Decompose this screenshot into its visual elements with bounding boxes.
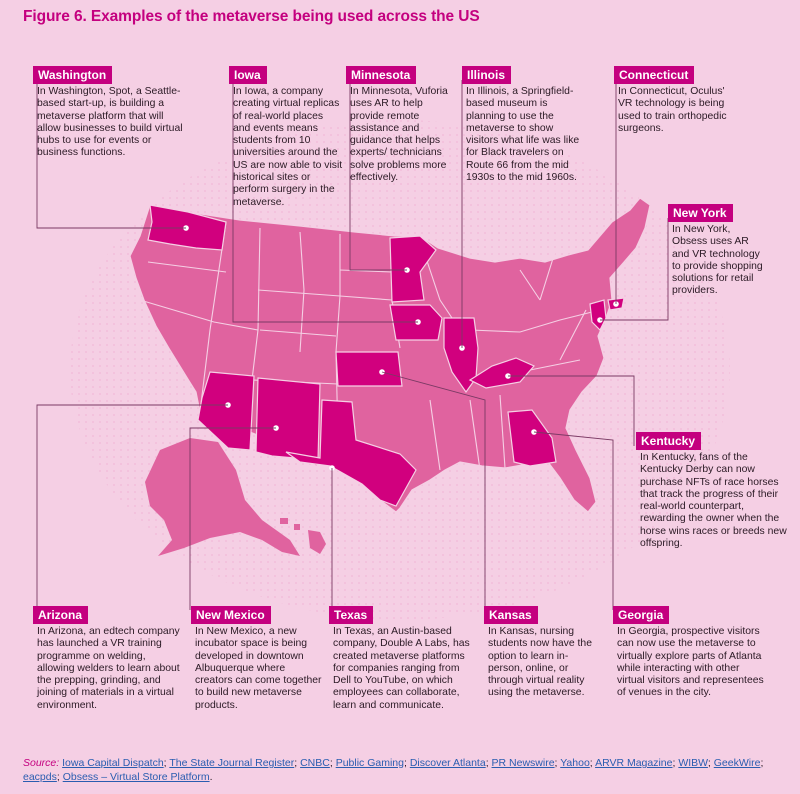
kansas-leader bbox=[381, 371, 486, 610]
callout-text-new-york: In New York, Obsess uses AR and VR techn… bbox=[672, 224, 763, 297]
callout-text-arizona: In Arizona, an edtech company has launch… bbox=[37, 626, 180, 711]
callout-connecticut: Connecticut In Connecticut, Oculus' VR t… bbox=[614, 66, 728, 135]
texas-shape bbox=[285, 399, 417, 507]
state-label-washington: Washington bbox=[33, 66, 113, 84]
callout-new-york: New York In New York, Obsess uses AR and… bbox=[668, 204, 768, 298]
hawaii-islands bbox=[280, 518, 300, 530]
new-mexico-shape bbox=[255, 377, 321, 461]
source-link-pr-newswire[interactable]: PR Newswire bbox=[491, 757, 555, 769]
arizona-leader bbox=[36, 404, 228, 610]
kentucky-shape bbox=[468, 357, 535, 389]
callout-text-connecticut: In Connecticut, Oculus' VR technology is… bbox=[618, 86, 727, 134]
source-link-iowa-capital-dispatch[interactable]: Iowa Capital Dispatch bbox=[62, 757, 164, 769]
source-link-eacpds[interactable]: eacpds bbox=[23, 771, 57, 783]
new-york-leader bbox=[600, 218, 669, 321]
kentucky-leader bbox=[508, 375, 635, 446]
callout-text-minnesota: In Minnesota, Vuforia uses AR to help pr… bbox=[350, 86, 448, 184]
callout-text-iowa: In Iowa, a company creating virtual repl… bbox=[233, 86, 343, 208]
source-line: Source: Iowa Capital Dispatch; The State… bbox=[23, 757, 764, 783]
callout-new-mexico: New Mexico In New Mexico, a new incubato… bbox=[191, 606, 323, 712]
source-link-discover-atlanta[interactable]: Discover Atlanta bbox=[409, 757, 486, 769]
source-link-geekwire[interactable]: GeekWire bbox=[713, 757, 761, 769]
callout-illinois: Illinois In Illinois, a Springfield-base… bbox=[462, 66, 582, 184]
callout-iowa: Iowa In Iowa, a company creating virtual… bbox=[229, 66, 343, 209]
callout-text-new-mexico: In New Mexico, a new incubator space is … bbox=[195, 626, 322, 711]
washington-leader bbox=[36, 80, 186, 229]
state-label-iowa: Iowa bbox=[229, 66, 267, 84]
state-label-kansas: Kansas bbox=[484, 606, 538, 624]
callout-georgia: Georgia In Georgia, prospective visitors… bbox=[613, 606, 767, 700]
callout-text-kansas: In Kansas, nursing students now have the… bbox=[488, 626, 592, 699]
source-link-state-journal-register[interactable]: The State Journal Register bbox=[169, 757, 295, 769]
arizona-shape bbox=[197, 371, 255, 451]
source-link-yahoo[interactable]: Yahoo bbox=[560, 757, 590, 769]
source-link-wibw[interactable]: WIBW bbox=[678, 757, 708, 769]
iowa-leader bbox=[232, 80, 418, 323]
state-label-texas: Texas bbox=[329, 606, 374, 624]
callout-text-kentucky: In Kentucky, fans of the Kentucky Derby … bbox=[640, 452, 787, 550]
hawaii-shape bbox=[308, 530, 326, 554]
source-link-arvr-magazine[interactable]: ARVR Magazine bbox=[595, 757, 673, 769]
minnesota-shape bbox=[389, 235, 437, 303]
alaska-shape bbox=[145, 438, 300, 556]
source-link-public-gaming[interactable]: Public Gaming bbox=[335, 757, 404, 769]
source-label: Source: bbox=[23, 757, 60, 769]
callout-text-illinois: In Illinois, a Springfield-based museum … bbox=[466, 86, 580, 184]
callout-texas: Texas In Texas, an Austin-based company,… bbox=[329, 606, 479, 712]
state-label-connecticut: Connecticut bbox=[614, 66, 695, 84]
source-link-cnbc[interactable]: CNBC bbox=[300, 757, 330, 769]
new-york-shape bbox=[589, 299, 607, 332]
state-label-georgia: Georgia bbox=[613, 606, 670, 624]
callout-text-texas: In Texas, an Austin-based company, Doubl… bbox=[333, 626, 470, 711]
callout-minnesota: Minnesota In Minnesota, Vuforia uses AR … bbox=[346, 66, 456, 184]
new-mexico-leader bbox=[189, 427, 276, 610]
source-end: . bbox=[209, 771, 213, 783]
callout-kansas: Kansas In Kansas, nursing students now h… bbox=[484, 606, 598, 700]
state-label-illinois: Illinois bbox=[462, 66, 512, 84]
leader-lines bbox=[36, 80, 669, 610]
state-label-arizona: Arizona bbox=[33, 606, 89, 624]
state-label-new-mexico: New Mexico bbox=[191, 606, 271, 624]
source-link-obsess[interactable]: Obsess – Virtual Store Platform bbox=[62, 771, 210, 783]
callout-text-washington: In Washington, Spot, a Seattle-based sta… bbox=[37, 86, 183, 159]
callout-washington: Washington In Washington, Spot, a Seattl… bbox=[33, 66, 187, 160]
state-label-minnesota: Minnesota bbox=[346, 66, 417, 84]
kansas-shape bbox=[335, 351, 403, 387]
illinois-shape bbox=[443, 317, 479, 394]
minnesota-leader bbox=[349, 80, 407, 271]
highlighted-states bbox=[147, 204, 625, 507]
callout-text-georgia: In Georgia, prospective visitors can now… bbox=[617, 626, 764, 699]
figure-title: Figure 6. Examples of the metaverse bein… bbox=[23, 8, 480, 25]
callout-kentucky: Kentucky In Kentucky, fans of the Kentuc… bbox=[636, 432, 790, 550]
callout-arizona: Arizona In Arizona, an edtech company ha… bbox=[33, 606, 185, 712]
georgia-leader bbox=[533, 431, 614, 610]
state-label-kentucky: Kentucky bbox=[636, 432, 702, 450]
georgia-shape bbox=[507, 409, 557, 467]
state-label-new-york: New York bbox=[668, 204, 733, 222]
